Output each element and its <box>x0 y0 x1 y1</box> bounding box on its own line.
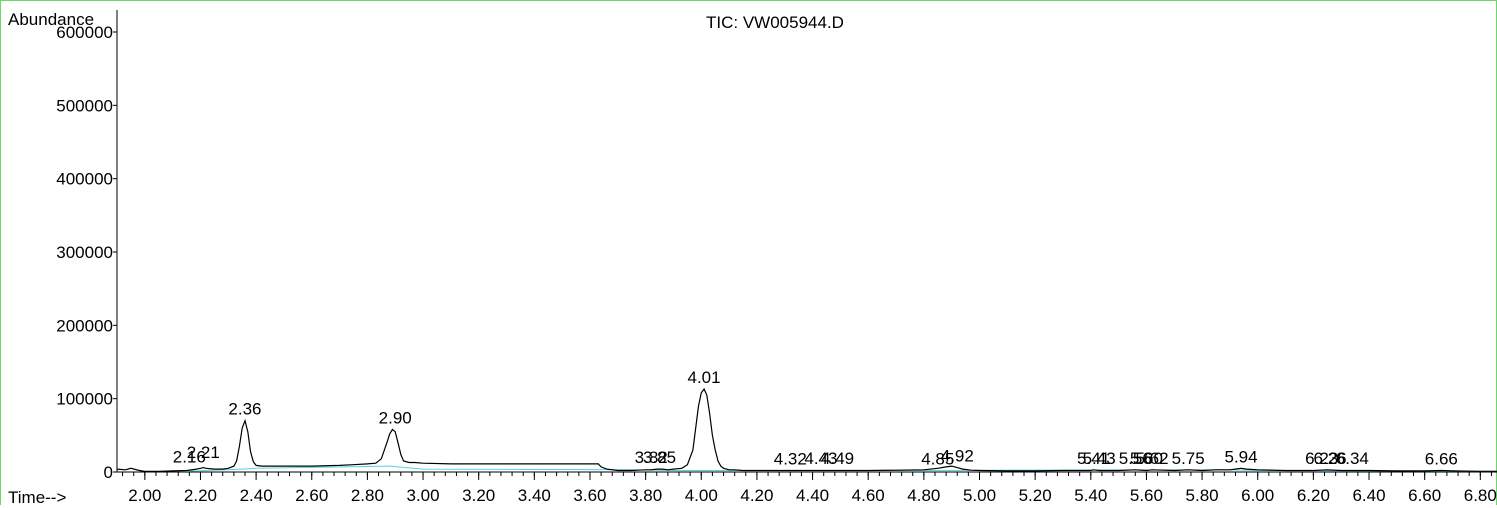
x-tick-label: 2.80 <box>351 486 384 505</box>
x-tick-label: 6.40 <box>1352 486 1385 505</box>
x-tick-label: 3.20 <box>462 486 495 505</box>
peak-label: 4.01 <box>688 368 721 387</box>
x-tick-label: 5.00 <box>963 486 996 505</box>
x-tick-label: 4.20 <box>740 486 773 505</box>
peak-label: 6.66 <box>1425 450 1458 469</box>
x-tick-label: 2.00 <box>128 486 161 505</box>
x-tick-label: 3.60 <box>573 486 606 505</box>
x-tick-label: 5.20 <box>1019 486 1052 505</box>
peak-label: 2.36 <box>228 400 261 419</box>
x-tick-label: 3.00 <box>407 486 440 505</box>
x-tick-label: 4.60 <box>852 486 885 505</box>
x-tick-label: 4.00 <box>685 486 718 505</box>
x-tick-label: 3.80 <box>629 486 662 505</box>
peak-label: 2.21 <box>187 443 220 462</box>
y-tick-label: 500000 <box>56 96 113 115</box>
x-tick-label: 6.60 <box>1408 486 1441 505</box>
x-tick-label: 2.60 <box>295 486 328 505</box>
peak-label: 6.26 <box>1314 449 1347 468</box>
y-axis-label: Abundance <box>8 10 95 29</box>
x-tick-label: 6.00 <box>1241 486 1274 505</box>
tic-trace <box>116 387 1497 472</box>
peak-label: 6.23 <box>1305 449 1338 468</box>
x-tick-label: 4.40 <box>796 486 829 505</box>
peak-label: 3.85 <box>643 448 676 467</box>
x-tick-label: 6.80 <box>1464 486 1497 505</box>
x-tick-label: 2.40 <box>240 486 273 505</box>
peak-label: 5.75 <box>1172 449 1205 468</box>
peak-label: 5.94 <box>1224 447 1257 466</box>
x-tick-label: 5.80 <box>1186 486 1219 505</box>
peak-labels-group: 2.162.21 2.36 2.90 3.823.85 4.01 4.324.434.49… <box>173 368 1458 468</box>
peak-label: 3.82 <box>635 448 668 467</box>
peak-label: 4.92 <box>941 447 974 466</box>
x-tick-label: 5.40 <box>1074 486 1107 505</box>
axes-group: 0 100000 200000 300000 400000 500000 600000 2.0… <box>56 10 1497 505</box>
peak-label: 4.85 <box>921 450 954 469</box>
peak-label: 5.43 <box>1083 449 1116 468</box>
x-tick-label: 2.20 <box>184 486 217 505</box>
y-tick-label: 300000 <box>56 243 113 262</box>
x-tick-label: 3.40 <box>518 486 551 505</box>
peak-label: 6.34 <box>1336 449 1369 468</box>
peak-label: 4.43 <box>804 449 837 468</box>
y-tick-label: 600000 <box>56 23 113 42</box>
x-tick-label: 5.60 <box>1130 486 1163 505</box>
x-tick-label: 4.80 <box>907 486 940 505</box>
peak-label: 2.16 <box>173 447 206 466</box>
chart-title: TIC: VW005944.D <box>706 13 844 32</box>
trace-group <box>116 387 1497 472</box>
x-axis-label: Time--> <box>8 488 67 507</box>
y-tick-label: 200000 <box>56 316 113 335</box>
y-tick-label: 0 <box>104 463 113 482</box>
peak-label: 5.56 <box>1119 449 1152 468</box>
peak-label: 5.60 <box>1130 449 1163 468</box>
y-tick-label: 400000 <box>56 170 113 189</box>
y-tick-label: 100000 <box>56 390 113 409</box>
peak-label: 2.90 <box>379 408 412 427</box>
peak-label: 5.41 <box>1077 449 1110 468</box>
peak-label: 5.62 <box>1135 449 1168 468</box>
x-tick-label: 6.20 <box>1297 486 1330 505</box>
peak-label: 4.32 <box>774 450 807 469</box>
peak-label: 4.49 <box>821 449 854 468</box>
